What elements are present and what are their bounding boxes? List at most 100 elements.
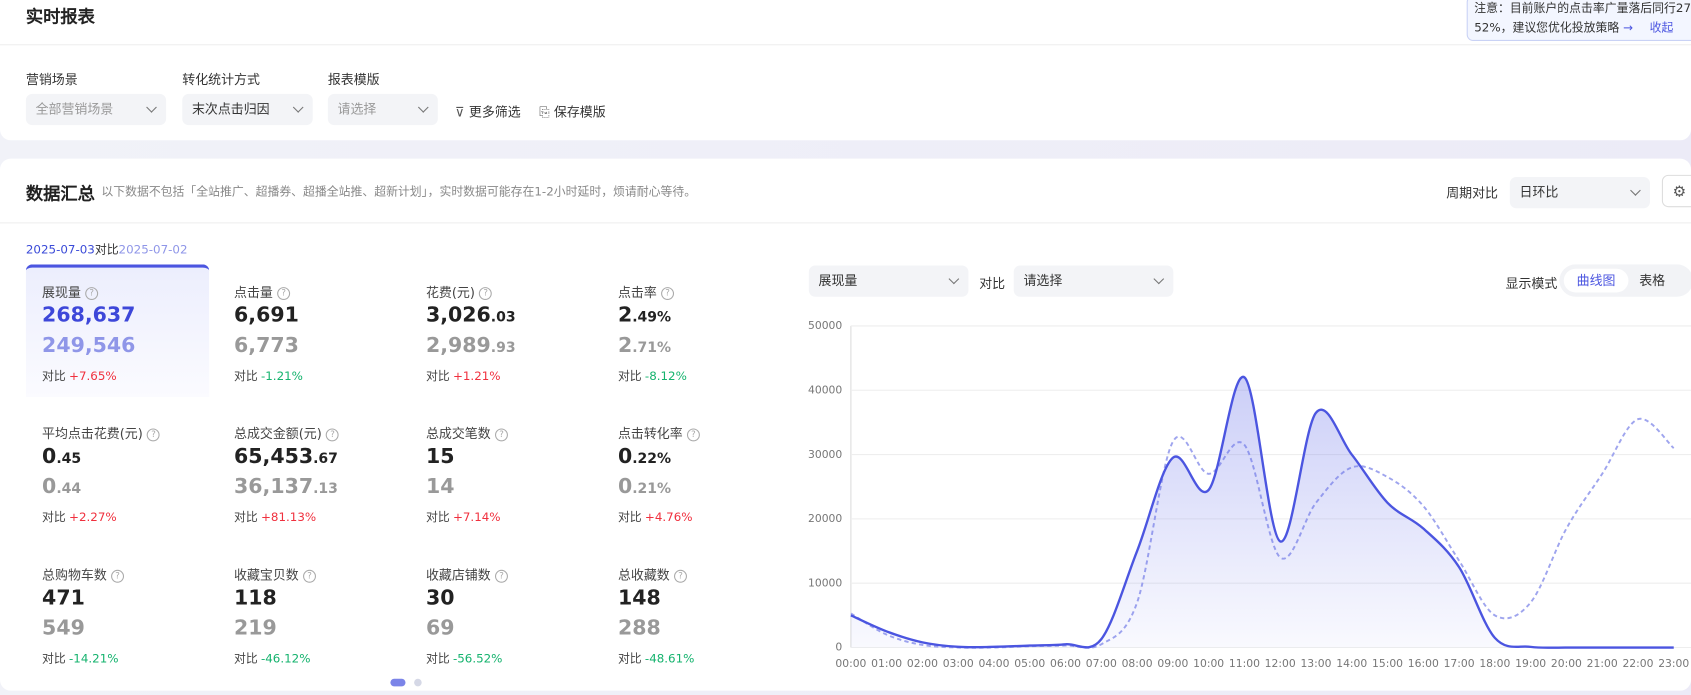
metric-name: 平均点击花费(元) [42, 426, 143, 442]
metric-label: 点击率? [618, 283, 675, 301]
help-icon[interactable]: ? [277, 287, 291, 301]
metric-current: 30 [425, 586, 455, 610]
filter-label: 营销场景 [25, 72, 78, 88]
filter-select[interactable]: 全部营销场景 [25, 93, 167, 126]
metric-name: 点击转化率 [617, 426, 683, 442]
y-tick-label: 0 [835, 641, 842, 654]
metric-previous: 14 [425, 474, 455, 499]
metric-label: 总购物车数? [42, 565, 125, 583]
x-tick-label: 03:00 [943, 657, 974, 670]
metric-previous: 6,773 [234, 333, 299, 358]
metric-label: 平均点击花费(元)? [42, 424, 161, 442]
notice-text: 注意：目前账户的点击率广量落后同行27 [1474, 1, 1691, 16]
metric-delta: 对比 -14.21% [42, 650, 118, 667]
notice: 注意：目前账户的点击率广量落后同行27 52%，建议您优化投放策略 → 收起 [1466, 0, 1691, 42]
filter-action[interactable]: ⎘ 保存模版 [539, 103, 605, 121]
help-icon[interactable]: ? [479, 287, 493, 301]
delta-label: 对比 [42, 510, 66, 525]
delta-label: 对比 [234, 510, 258, 525]
help-icon[interactable]: ? [303, 569, 316, 583]
x-tick-label: 08:00 [1122, 657, 1153, 670]
date-vs: 对比 [94, 242, 119, 257]
y-tick-label: 40000 [808, 383, 842, 396]
metric-name: 点击量 [234, 284, 273, 301]
settings-button[interactable]: ⚙ [1661, 174, 1691, 208]
x-tick-label: 18:00 [1479, 657, 1510, 670]
help-icon[interactable]: ? [147, 428, 161, 442]
filter-label: 转化统计方式 [182, 72, 260, 88]
metric-current: 148 [617, 586, 661, 610]
metric-current: 3,026.03 [425, 303, 516, 327]
x-tick-label: 13:00 [1300, 657, 1331, 670]
action-text: 更多筛选 [468, 104, 521, 120]
filter-select[interactable]: 请选择 [327, 93, 438, 126]
x-tick-label: 09:00 [1157, 657, 1188, 670]
delta-label: 对比 [617, 369, 642, 384]
area [850, 376, 1674, 648]
x-tick-label: 07:00 [1086, 657, 1117, 670]
filter-select[interactable]: 末次点击归因 [182, 93, 313, 126]
x-tick-label: 14:00 [1336, 657, 1367, 670]
metric-previous: 2.71% [617, 333, 672, 358]
section-title: 数据汇总 [25, 183, 95, 204]
mode-curve[interactable]: 曲线图 [1563, 268, 1629, 293]
delta-value: +1.21% [452, 369, 501, 384]
x-tick-label: 00:00 [835, 657, 866, 670]
notice-text: 52%，建议您优化投放策略 → 收起 [1474, 20, 1674, 35]
metric-label: 点击量? [234, 283, 291, 301]
date-current: 2025-07-03 [25, 242, 95, 257]
filter-action[interactable]: ⊽ 更多筛选 [455, 103, 521, 121]
metric-name: 总购物车数 [42, 567, 107, 583]
metric-select[interactable]: 展现量 [808, 265, 969, 297]
metric-delta: 对比 +7.14% [426, 508, 501, 525]
help-icon[interactable]: ? [326, 428, 340, 442]
help-icon[interactable]: ? [495, 428, 508, 442]
delta-label: 对比 [617, 510, 642, 525]
mode-table[interactable]: 表格 [1639, 273, 1666, 289]
y-tick-label: 20000 [808, 512, 842, 525]
y-tick-label: 50000 [808, 319, 842, 332]
x-tick-label: 12:00 [1265, 657, 1296, 670]
metric-name: 花费(元) [425, 284, 475, 301]
metric-delta: 对比 +7.65% [42, 367, 117, 384]
x-tick-label: 19:00 [1515, 657, 1546, 670]
metric-current: 268,637 [42, 303, 136, 327]
collapse-link[interactable]: 收起 [1649, 20, 1674, 35]
metric-name: 总成交笔数 [425, 426, 491, 442]
help-icon[interactable]: ? [495, 569, 508, 583]
metric-current: 6,691 [234, 303, 299, 327]
delta-label: 对比 [42, 369, 66, 384]
metric-name: 收藏宝贝数 [234, 567, 299, 583]
metric-previous: 0.44 [42, 474, 82, 499]
metric-delta: 对比 -8.12% [618, 367, 687, 384]
help-icon[interactable]: ? [85, 287, 99, 301]
metric-current: 0.22% [617, 444, 672, 469]
x-tick-label: 15:00 [1372, 657, 1403, 670]
mode-label: 显示模式 [1505, 276, 1558, 292]
help-icon[interactable]: ? [686, 428, 700, 442]
x-tick-label: 06:00 [1050, 657, 1081, 670]
metric-label: 展现量? [42, 283, 99, 301]
delta-value: -8.12% [644, 369, 687, 384]
delta-value: -1.21% [260, 369, 303, 384]
compare-select[interactable]: 请选择 [1013, 265, 1174, 297]
metric-label: 总成交金额(元)? [234, 424, 340, 442]
help-icon[interactable]: ? [661, 287, 675, 301]
metric-previous: 549 [42, 616, 85, 640]
section-note: 以下数据不包括「全站推广、超播券、超播全站推、超新计划」，实时数据可能存在1-2… [101, 184, 697, 199]
metric-previous: 2,989.93 [425, 333, 516, 358]
date-compare: 2025-07-03对比2025-07-02 [26, 241, 188, 258]
period-select[interactable]: 日环比 [1509, 176, 1651, 209]
x-tick-label: 04:00 [978, 657, 1009, 670]
x-tick-label: 05:00 [1014, 657, 1045, 670]
metric-delta: 对比 -48.61% [618, 650, 694, 667]
delta-label: 对比 [42, 651, 66, 666]
delta-value: +7.65% [69, 369, 117, 384]
delta-value: +2.27% [69, 510, 117, 525]
pager-dot[interactable] [390, 678, 406, 687]
help-icon[interactable]: ? [111, 569, 125, 583]
active-metric [25, 264, 210, 398]
pager-dot[interactable] [414, 678, 422, 687]
help-icon[interactable]: ? [674, 569, 687, 583]
